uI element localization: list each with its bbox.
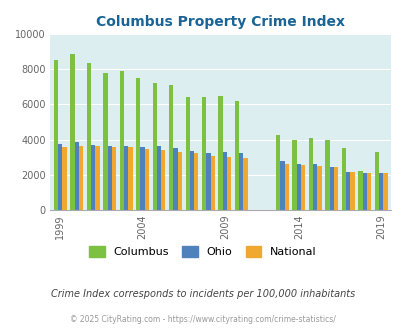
Text: © 2025 CityRating.com - https://www.cityrating.com/crime-statistics/: © 2025 CityRating.com - https://www.city… <box>70 315 335 324</box>
Bar <box>156 146 161 210</box>
Bar <box>300 165 305 210</box>
Bar <box>128 148 132 210</box>
Bar <box>345 172 350 210</box>
Bar <box>75 142 79 210</box>
Bar <box>374 152 378 210</box>
Bar <box>239 153 243 210</box>
Bar <box>152 83 156 210</box>
Bar <box>111 147 116 210</box>
Text: Crime Index corresponds to incidents per 100,000 inhabitants: Crime Index corresponds to incidents per… <box>51 289 354 299</box>
Bar <box>206 153 210 210</box>
Bar <box>284 164 288 210</box>
Bar <box>350 172 354 210</box>
Bar <box>95 146 99 210</box>
Bar <box>210 156 214 210</box>
Bar <box>218 96 222 210</box>
Bar <box>366 173 370 210</box>
Bar <box>341 148 345 210</box>
Bar <box>279 161 284 210</box>
Bar <box>357 171 362 210</box>
Bar <box>382 173 387 210</box>
Bar <box>140 147 145 210</box>
Bar <box>194 153 198 210</box>
Bar <box>226 157 231 210</box>
Bar <box>145 149 149 210</box>
Bar <box>324 140 329 210</box>
Bar <box>317 166 321 210</box>
Bar <box>119 71 124 210</box>
Bar <box>296 164 300 210</box>
Title: Columbus Property Crime Index: Columbus Property Crime Index <box>96 15 344 29</box>
Legend: Columbus, Ohio, National: Columbus, Ohio, National <box>84 242 321 262</box>
Bar <box>190 151 194 210</box>
Bar <box>58 144 62 210</box>
Bar <box>103 73 107 210</box>
Bar <box>124 146 128 210</box>
Bar <box>362 173 366 210</box>
Bar <box>87 63 91 210</box>
Bar <box>185 97 190 210</box>
Bar <box>275 135 279 210</box>
Bar <box>70 54 75 210</box>
Bar <box>62 147 66 210</box>
Bar <box>243 158 247 210</box>
Bar <box>177 152 181 210</box>
Bar <box>333 167 337 210</box>
Bar <box>222 152 226 210</box>
Bar <box>107 146 111 210</box>
Bar <box>312 164 317 210</box>
Bar <box>91 145 95 210</box>
Bar <box>136 78 140 210</box>
Bar <box>202 97 206 210</box>
Bar <box>234 101 239 210</box>
Bar <box>308 138 312 210</box>
Bar <box>329 167 333 210</box>
Bar <box>161 150 165 210</box>
Bar <box>378 173 382 210</box>
Bar <box>173 148 177 210</box>
Bar <box>292 140 296 210</box>
Bar <box>168 85 173 210</box>
Bar <box>54 60 58 210</box>
Bar <box>79 146 83 210</box>
